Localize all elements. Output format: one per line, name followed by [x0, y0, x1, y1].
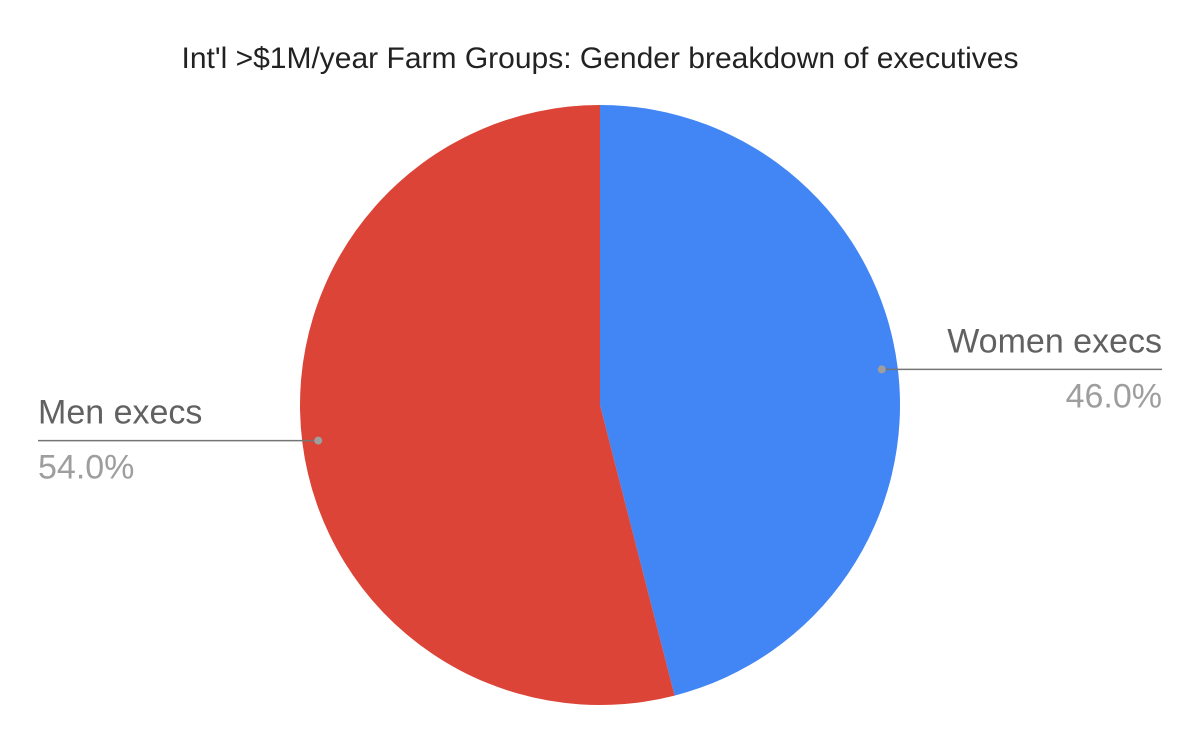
slice-value-label: 46.0%: [1066, 377, 1162, 415]
slice-value-label: 54.0%: [38, 449, 134, 487]
leader-dot: [314, 436, 323, 445]
pie-slice: [300, 105, 675, 705]
leader-dot: [877, 365, 886, 374]
chart-title: Int'l >$1M/year Farm Groups: Gender brea…: [182, 42, 1019, 75]
slice-label: Men execs: [38, 394, 202, 432]
pie-slice: [600, 105, 901, 696]
slice-label: Women execs: [947, 322, 1162, 360]
